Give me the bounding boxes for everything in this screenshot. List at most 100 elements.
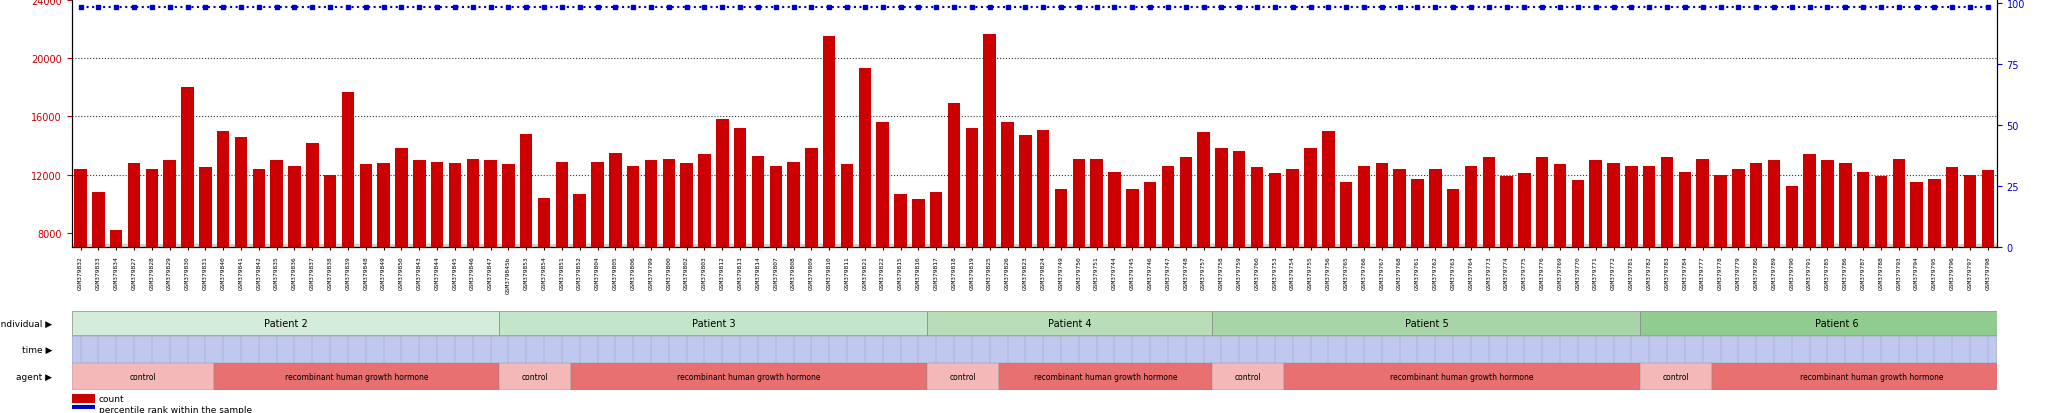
Bar — [1821, 161, 1833, 349]
Bar — [164, 161, 176, 349]
Bar — [1679, 172, 1692, 349]
Text: control: control — [129, 373, 156, 381]
Bar — [1430, 169, 1442, 349]
Bar — [1874, 177, 1886, 349]
Bar — [1376, 164, 1389, 349]
Bar — [1286, 169, 1298, 349]
Bar — [1145, 183, 1157, 349]
Bar — [377, 164, 389, 349]
Bar — [573, 194, 586, 349]
Bar — [72, 363, 215, 390]
Text: Patient 3: Patient 3 — [692, 318, 735, 328]
Bar — [1020, 136, 1032, 349]
Text: recombinant human growth hormone: recombinant human growth hormone — [285, 373, 428, 381]
Bar — [1518, 174, 1530, 349]
Text: Patient 6: Patient 6 — [1815, 318, 1858, 328]
Bar — [983, 35, 995, 349]
Bar — [1767, 161, 1780, 349]
Bar — [1268, 174, 1282, 349]
Bar — [1305, 149, 1317, 349]
Bar — [999, 363, 1212, 390]
Text: recombinant human growth hormone: recombinant human growth hormone — [1800, 373, 1944, 381]
Bar — [752, 157, 764, 349]
Bar — [1161, 166, 1174, 349]
Bar — [786, 162, 801, 349]
Bar — [502, 165, 514, 349]
Bar — [1554, 165, 1567, 349]
Bar — [645, 161, 657, 349]
Bar — [895, 194, 907, 349]
Bar — [664, 159, 676, 349]
Bar — [430, 162, 442, 349]
Bar — [72, 245, 1997, 248]
Bar — [1233, 152, 1245, 349]
Bar — [1982, 171, 1995, 349]
Bar — [92, 192, 104, 349]
Bar — [1804, 155, 1817, 349]
Text: agent ▶: agent ▶ — [16, 373, 53, 381]
Bar — [1661, 158, 1673, 349]
Bar — [1036, 130, 1049, 349]
Bar — [1464, 166, 1477, 349]
Bar — [1284, 363, 1640, 390]
Bar — [520, 135, 532, 349]
Bar — [360, 165, 373, 349]
Bar — [858, 69, 870, 349]
Bar — [680, 164, 692, 349]
Text: control: control — [950, 373, 977, 381]
Bar — [1927, 180, 1942, 349]
Bar — [1858, 172, 1870, 349]
Text: control: control — [1235, 373, 1262, 381]
Bar — [965, 129, 979, 349]
Bar — [608, 154, 623, 349]
Bar — [1126, 190, 1139, 349]
Bar — [717, 120, 729, 349]
FancyBboxPatch shape — [1640, 311, 2032, 335]
Bar — [842, 165, 854, 349]
Bar — [1323, 132, 1335, 349]
Bar — [1714, 175, 1726, 349]
Text: Patient 4: Patient 4 — [1049, 318, 1092, 328]
Bar — [449, 164, 461, 349]
Bar — [1892, 159, 1905, 349]
Bar — [395, 149, 408, 349]
Bar — [1626, 166, 1638, 349]
Bar — [289, 166, 301, 349]
Text: control: control — [522, 373, 549, 381]
Bar — [111, 230, 123, 349]
FancyBboxPatch shape — [72, 311, 500, 335]
Bar — [72, 405, 94, 413]
Bar — [182, 88, 195, 349]
Bar — [1393, 169, 1405, 349]
Bar — [877, 123, 889, 349]
Bar — [823, 38, 836, 349]
Bar — [1589, 161, 1602, 349]
Bar — [1608, 164, 1620, 349]
Bar — [145, 169, 158, 349]
Text: individual ▶: individual ▶ — [0, 319, 53, 328]
Bar — [1642, 166, 1655, 349]
Text: recombinant human growth hormone: recombinant human growth hormone — [678, 373, 821, 381]
Bar — [1712, 363, 2032, 390]
Bar — [1483, 158, 1495, 349]
Bar — [948, 104, 961, 349]
Bar — [342, 93, 354, 349]
Bar — [1339, 183, 1352, 349]
Text: recombinant human growth hormone: recombinant human growth hormone — [1391, 373, 1534, 381]
Text: Patient 5: Patient 5 — [1405, 318, 1448, 328]
Bar — [555, 162, 567, 349]
Bar — [1411, 180, 1423, 349]
Bar — [1733, 169, 1745, 349]
Bar — [414, 161, 426, 349]
Bar — [1212, 363, 1284, 390]
Bar — [733, 129, 745, 349]
Bar — [1108, 172, 1120, 349]
Bar — [571, 363, 928, 390]
Bar — [1786, 187, 1798, 349]
Bar — [1839, 164, 1851, 349]
Bar — [1198, 133, 1210, 349]
Bar — [911, 200, 924, 349]
Bar — [215, 363, 500, 390]
Bar — [1911, 183, 1923, 349]
Bar — [1946, 168, 1958, 349]
